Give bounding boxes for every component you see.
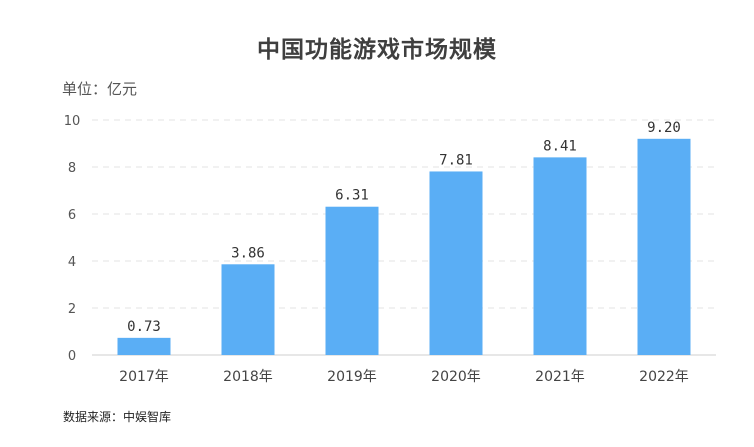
- unit-label: 单位：亿元: [62, 80, 138, 98]
- data-label: 3.86: [231, 245, 265, 261]
- x-tick-label: 2022年: [639, 369, 689, 385]
- x-tick-label: 2017年: [119, 369, 169, 385]
- y-tick-label: 4: [68, 255, 76, 270]
- y-tick-label: 8: [68, 161, 76, 176]
- x-tick-label: 2021年: [535, 369, 585, 385]
- chart-title: 中国功能游戏市场规模: [257, 37, 497, 63]
- data-label: 6.31: [335, 188, 369, 204]
- bar: [325, 206, 379, 355]
- x-tick-label: 2019年: [327, 369, 377, 385]
- x-tick-label: 2018年: [223, 369, 273, 385]
- bar: [117, 337, 171, 355]
- data-label: 8.41: [543, 138, 577, 154]
- y-tick-label: 10: [64, 114, 81, 129]
- x-tick-label: 2020年: [431, 369, 481, 385]
- y-tick-label: 6: [68, 208, 76, 223]
- y-tick-label: 0: [68, 349, 76, 364]
- data-label: 7.81: [439, 152, 473, 168]
- bar: [429, 171, 483, 355]
- bar: [533, 157, 587, 355]
- data-label: 0.73: [127, 319, 161, 335]
- data-label: 9.20: [647, 120, 681, 136]
- y-tick-label: 2: [68, 302, 76, 317]
- source-note: 数据来源：中娱智库: [63, 410, 172, 424]
- bar: [637, 138, 691, 355]
- bar: [221, 264, 275, 355]
